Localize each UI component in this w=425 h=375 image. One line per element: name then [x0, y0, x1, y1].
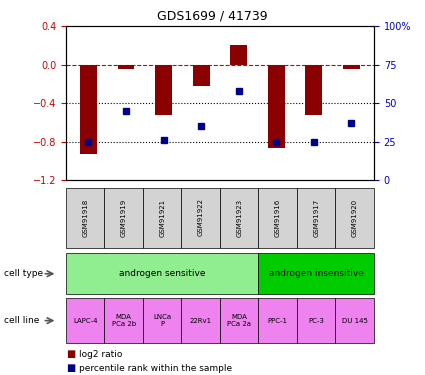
Bar [193, 64, 210, 86]
Text: cell type: cell type [4, 269, 43, 278]
Bar [268, 64, 285, 148]
Text: LNCa
P: LNCa P [153, 314, 171, 327]
Text: 22Rv1: 22Rv1 [190, 318, 212, 324]
Text: androgen sensitive: androgen sensitive [119, 269, 205, 278]
Text: percentile rank within the sample: percentile rank within the sample [79, 364, 232, 373]
Text: GSM91921: GSM91921 [159, 198, 165, 237]
Bar [155, 64, 172, 115]
Text: PPC-1: PPC-1 [268, 318, 288, 324]
Text: GSM91922: GSM91922 [198, 198, 204, 237]
Bar [343, 64, 360, 69]
Text: GSM91917: GSM91917 [313, 198, 319, 237]
Text: ■: ■ [66, 363, 75, 373]
Bar [306, 64, 322, 115]
Text: ■: ■ [66, 350, 75, 359]
Text: GSM91918: GSM91918 [82, 198, 88, 237]
Text: androgen insensitive: androgen insensitive [269, 269, 364, 278]
Bar [118, 64, 134, 69]
Text: MDA
PCa 2a: MDA PCa 2a [227, 314, 251, 327]
Text: LAPC-4: LAPC-4 [73, 318, 97, 324]
Bar [230, 45, 247, 64]
Text: DU 145: DU 145 [342, 318, 368, 324]
Text: GDS1699 / 41739: GDS1699 / 41739 [157, 9, 268, 22]
Text: GSM91916: GSM91916 [275, 198, 280, 237]
Text: GSM91923: GSM91923 [236, 198, 242, 237]
Text: GSM91920: GSM91920 [352, 198, 358, 237]
Bar [80, 64, 97, 154]
Text: cell line: cell line [4, 316, 40, 325]
Text: GSM91919: GSM91919 [121, 198, 127, 237]
Text: MDA
PCa 2b: MDA PCa 2b [112, 314, 136, 327]
Text: PC-3: PC-3 [308, 318, 324, 324]
Text: log2 ratio: log2 ratio [79, 350, 122, 359]
